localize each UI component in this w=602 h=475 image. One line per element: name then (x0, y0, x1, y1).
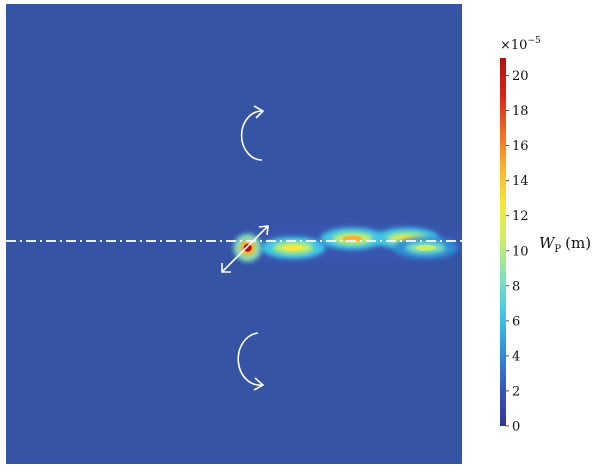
rotation-arrow-upper (240, 105, 265, 161)
colorbar-tick-label: 18 (512, 104, 529, 119)
heatmap-feature-blob-4-lower (415, 244, 436, 251)
colorbar-bar (500, 58, 506, 426)
colorbar-tick-label: 12 (512, 209, 529, 224)
heatmap-feature-peak-near-arrow (243, 243, 252, 252)
heatmap-plot (6, 4, 462, 464)
double-arrow (221, 225, 269, 273)
colorbar-multiplier: ×10−5 (500, 36, 541, 53)
colorbar: ×10−5 0 2 4 6 8 10 12 14 16 18 20 WP (m) (500, 36, 591, 435)
colorbar-tick-label: 10 (512, 244, 529, 259)
colorbar-label: WP (m) (539, 234, 591, 255)
colorbar-tick-label: 14 (512, 174, 529, 189)
colorbar-tick-label: 8 (512, 279, 520, 294)
rotation-arrow-lower (237, 332, 265, 391)
colorbar-tick-label: 20 (512, 69, 529, 84)
heatmap-feature-blob-1-lower (283, 244, 304, 251)
colorbar-tick-label: 0 (512, 420, 520, 435)
colorbar-ticks: 0 2 4 6 8 10 12 14 16 18 20 (506, 69, 529, 435)
colorbar-tick-label: 2 (512, 384, 520, 399)
colorbar-tick-label: 16 (512, 139, 529, 154)
colorbar-tick-label: 4 (512, 349, 520, 364)
colorbar-tick-label: 6 (512, 314, 520, 329)
